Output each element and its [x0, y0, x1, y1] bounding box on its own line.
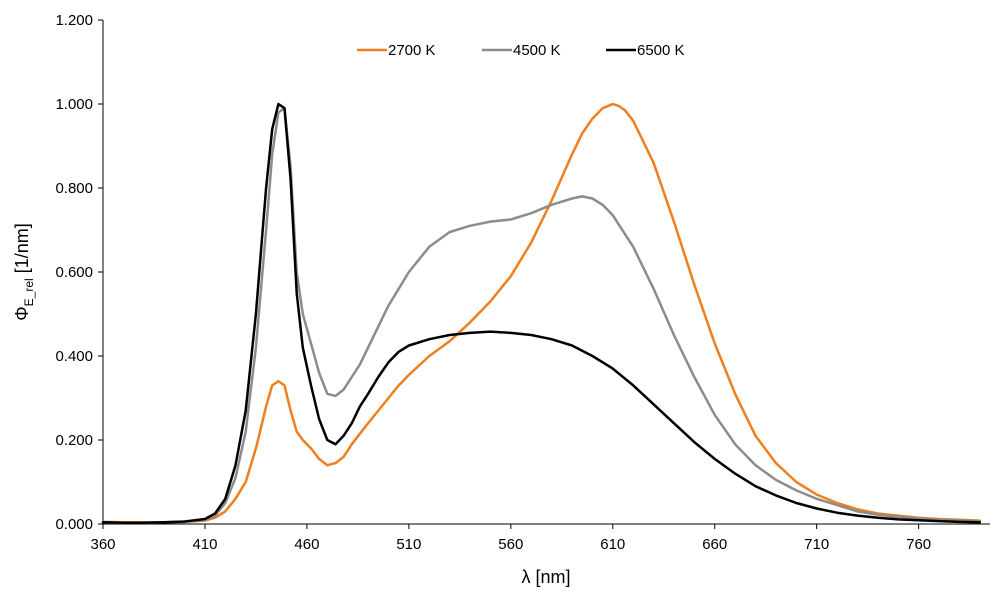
x-axis-ticks: 360 410 460 510 560 610 660 710 760 — [90, 524, 931, 553]
x-axis-title: λ [nm] — [521, 567, 570, 587]
x-tick-label: 560 — [498, 536, 523, 553]
x-tick-label: 510 — [396, 536, 421, 553]
y-tick-label: 1.200 — [55, 12, 93, 29]
x-tick-label: 460 — [294, 536, 319, 553]
y-axis-ticks: 0.000 0.200 0.400 0.600 0.800 1.000 1.200 — [55, 12, 103, 533]
y-tick-label: 0.800 — [55, 180, 93, 197]
y-tick-label: 1.000 — [55, 96, 93, 113]
x-tick-label: 760 — [906, 536, 931, 553]
y-tick-label: 0.400 — [55, 348, 93, 365]
x-tick-label: 610 — [600, 536, 625, 553]
y-tick-label: 0.600 — [55, 264, 93, 281]
x-tick-label: 660 — [702, 536, 727, 553]
series-line-0 — [101, 102, 982, 524]
x-tick-label: 360 — [90, 536, 115, 553]
legend: 2700 K 4500 K 6500 K — [357, 42, 685, 59]
series-line-1 — [101, 106, 982, 524]
y-axis-title: ΦE_rel [1/nm] — [12, 223, 36, 320]
x-tick-label: 410 — [192, 536, 217, 553]
legend-label: 6500 K — [637, 42, 685, 59]
y-tick-label: 0.200 — [55, 432, 93, 449]
y-tick-label: 0.000 — [55, 516, 93, 533]
y-axis-title-symbol: Φ — [12, 306, 32, 320]
legend-label: 2700 K — [388, 42, 436, 59]
y-axis-title-subscript: E_rel — [22, 278, 36, 306]
series-line-2 — [101, 102, 982, 524]
x-tick-label: 710 — [804, 536, 829, 553]
y-axis-title-unit: [1/nm] — [12, 223, 32, 278]
series-lines — [101, 102, 982, 524]
legend-label: 4500 K — [513, 42, 561, 59]
